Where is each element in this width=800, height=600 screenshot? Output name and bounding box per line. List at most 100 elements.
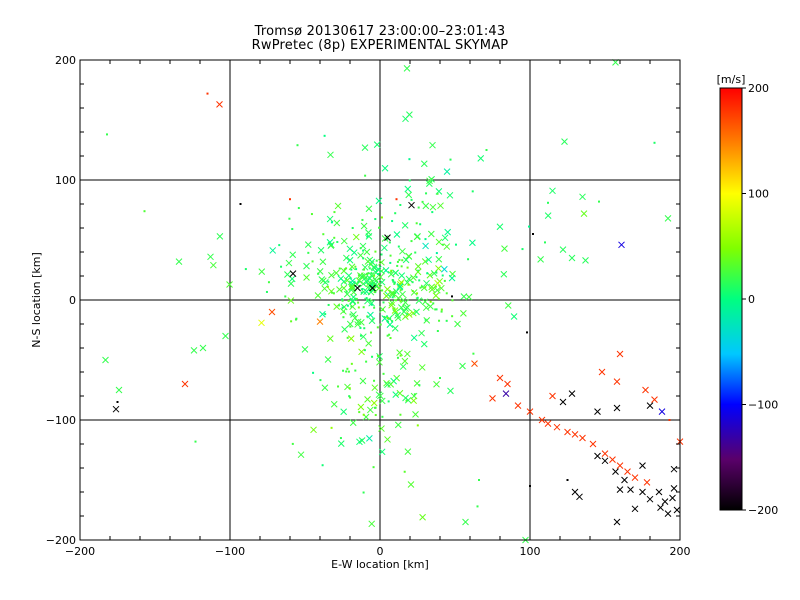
echo-dot-marker xyxy=(362,249,365,252)
echo-dot-marker xyxy=(349,325,352,328)
echo-dot-marker xyxy=(341,299,344,302)
echo-cross-marker xyxy=(384,381,391,389)
echo-cross-marker xyxy=(284,271,291,278)
echo-cross-marker xyxy=(613,518,621,526)
echo-cross-marker xyxy=(616,350,624,358)
y-tick-label: −200 xyxy=(46,534,76,547)
echo-cross-marker xyxy=(340,237,348,245)
echo-cross-marker xyxy=(392,269,400,277)
echo-cross-marker xyxy=(387,270,395,278)
echo-dot-marker xyxy=(361,218,364,221)
echo-cross-marker xyxy=(396,349,403,357)
echo-dot-marker xyxy=(330,426,333,429)
echo-cross-marker xyxy=(673,506,681,514)
echo-cross-marker xyxy=(469,239,476,247)
echo-cross-marker xyxy=(631,505,639,513)
echo-cross-marker xyxy=(616,462,624,469)
echo-cross-marker xyxy=(349,298,357,305)
echo-dot-marker xyxy=(472,352,475,355)
echo-cross-marker xyxy=(549,187,556,195)
echo-cross-marker xyxy=(413,308,420,316)
echo-cross-marker xyxy=(356,438,363,446)
echo-dot-marker xyxy=(106,133,108,136)
echo-cross-marker xyxy=(366,434,373,442)
echo-cross-marker xyxy=(428,283,436,291)
echo-cross-marker xyxy=(216,101,223,108)
echo-dot-marker xyxy=(370,331,373,334)
echo-dot-marker xyxy=(374,218,377,221)
echo-dot-marker xyxy=(389,254,392,257)
echo-cross-marker xyxy=(316,268,324,275)
echo-cross-marker xyxy=(399,363,407,370)
echo-dot-marker xyxy=(323,134,326,137)
echo-dot-marker xyxy=(403,470,406,473)
echo-cross-marker xyxy=(340,408,348,416)
echo-cross-marker xyxy=(392,309,399,316)
echo-dot-marker xyxy=(362,306,365,309)
echo-dot-marker xyxy=(425,192,428,195)
echo-cross-marker xyxy=(289,251,297,259)
echo-cross-marker xyxy=(594,408,601,415)
echo-dot-marker xyxy=(348,395,351,398)
echo-cross-marker xyxy=(426,177,433,185)
echo-dot-marker xyxy=(395,198,398,201)
echo-cross-marker xyxy=(413,380,421,387)
echo-cross-marker xyxy=(446,191,454,199)
echo-dot-marker xyxy=(379,323,382,326)
echo-dot-marker xyxy=(365,360,368,363)
echo-cross-marker xyxy=(651,396,658,403)
echo-cross-marker xyxy=(378,448,386,456)
echo-cross-marker xyxy=(664,510,672,517)
echo-dot-marker xyxy=(411,281,414,284)
echo-dot-marker xyxy=(375,259,378,262)
echo-dot-marker xyxy=(360,291,363,294)
echo-cross-marker xyxy=(365,233,373,240)
echo-dot-marker xyxy=(327,280,330,283)
echo-dot-marker xyxy=(528,225,531,228)
echo-cross-marker xyxy=(434,279,441,287)
echo-dot-marker xyxy=(116,401,119,403)
echo-dot-marker xyxy=(388,333,391,336)
echo-cross-marker xyxy=(465,293,473,301)
echo-cross-marker xyxy=(402,256,410,264)
echo-cross-marker xyxy=(370,399,378,407)
echo-cross-marker xyxy=(359,242,367,250)
echo-cross-marker xyxy=(349,277,356,285)
echo-cross-marker xyxy=(526,408,534,415)
echo-cross-marker xyxy=(422,202,430,210)
echo-cross-marker xyxy=(576,493,583,501)
echo-dot-marker xyxy=(410,240,413,243)
echo-cross-marker xyxy=(616,486,624,493)
echo-cross-marker xyxy=(388,299,396,307)
echo-dot-marker xyxy=(390,270,393,273)
echo-cross-marker xyxy=(301,345,309,353)
echo-cross-marker xyxy=(477,155,485,162)
echo-cross-marker xyxy=(598,368,606,376)
echo-cross-marker xyxy=(402,115,409,123)
echo-dot-marker xyxy=(391,220,394,223)
echo-dot-marker xyxy=(373,291,376,294)
echo-cross-marker xyxy=(358,348,365,356)
echo-cross-marker xyxy=(580,210,588,217)
echo-cross-marker xyxy=(398,272,406,279)
echo-cross-marker xyxy=(327,287,335,295)
echo-dot-marker xyxy=(362,257,365,260)
echo-cross-marker xyxy=(269,247,277,254)
echo-dot-marker xyxy=(327,303,330,306)
echo-dot-marker xyxy=(382,372,385,375)
echo-cross-marker xyxy=(496,374,504,382)
echo-cross-marker xyxy=(381,244,388,252)
echo-dot-marker xyxy=(289,198,291,201)
echo-cross-marker xyxy=(537,256,544,263)
echo-dot-marker xyxy=(435,308,438,311)
echo-dot-marker xyxy=(349,396,352,399)
echo-dot-marker xyxy=(413,393,416,396)
echo-dot-marker xyxy=(435,252,438,255)
echo-dot-marker xyxy=(394,212,397,215)
echo-dot-marker xyxy=(396,260,399,263)
echo-cross-marker xyxy=(346,245,354,253)
echo-cross-marker xyxy=(429,141,436,149)
echo-dot-marker xyxy=(341,306,344,309)
echo-dot-marker xyxy=(371,355,374,358)
echo-dot-marker xyxy=(354,369,357,372)
